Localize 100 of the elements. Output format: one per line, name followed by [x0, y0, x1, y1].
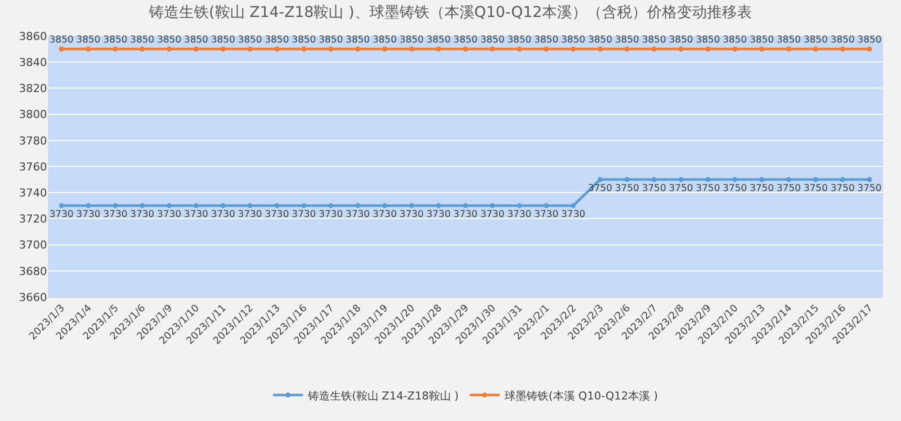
chart-title: 铸造生铁(鞍山 Z14-Z18鞍山 )、球墨铸铁（本溪Q10-Q12本溪）（含税）价格变动推移表	[148, 2, 752, 21]
point	[220, 203, 226, 208]
data-label: 3750	[642, 182, 666, 194]
data-label: 3850	[264, 34, 290, 46]
data-label: 3850	[534, 34, 558, 46]
point	[867, 177, 872, 182]
data-label: 3730	[480, 208, 505, 220]
point	[382, 203, 388, 208]
y-tick-label: 3840	[19, 56, 47, 69]
point	[220, 46, 226, 52]
y-tick-label: 3680	[19, 264, 47, 278]
point	[274, 46, 280, 52]
data-label: 3850	[830, 34, 855, 46]
point	[355, 46, 360, 52]
data-label: 3850	[130, 34, 154, 46]
point	[248, 203, 253, 208]
point	[678, 46, 684, 52]
point	[382, 46, 388, 52]
point	[652, 177, 657, 182]
point	[813, 177, 818, 182]
point	[58, 46, 64, 52]
data-label: 3730	[561, 208, 586, 220]
data-label: 3850	[615, 34, 640, 46]
point	[140, 46, 145, 52]
point	[759, 46, 764, 52]
data-label: 3730	[534, 208, 558, 220]
data-label: 3850	[857, 34, 882, 46]
data-label: 3730	[184, 208, 208, 220]
data-label: 3750	[750, 182, 774, 194]
data-label: 3850	[776, 34, 801, 46]
data-label: 3850	[750, 34, 774, 46]
point	[463, 46, 468, 52]
point	[463, 203, 468, 208]
point	[328, 203, 334, 208]
y-tick-label: 3820	[19, 82, 47, 96]
data-label: 3850	[507, 34, 532, 46]
data-label: 3750	[776, 182, 801, 194]
point	[86, 46, 91, 52]
point	[598, 46, 603, 52]
data-label: 3850	[561, 34, 586, 46]
point	[490, 46, 495, 52]
point	[301, 203, 306, 208]
data-label: 3850	[103, 34, 128, 46]
data-label: 3850	[696, 34, 720, 46]
point	[732, 46, 738, 52]
data-label: 3730	[507, 208, 532, 220]
data-label: 3850	[804, 34, 828, 46]
point	[194, 203, 199, 208]
data-label: 3850	[157, 34, 182, 46]
point	[355, 203, 360, 208]
data-label: 3730	[318, 208, 343, 220]
point	[86, 203, 91, 208]
data-label: 3750	[804, 182, 828, 194]
point	[544, 203, 549, 208]
data-label: 3850	[210, 34, 236, 46]
data-label: 3750	[615, 182, 640, 194]
data-label: 3850	[372, 34, 397, 46]
data-label: 3850	[426, 34, 451, 46]
point	[624, 177, 630, 182]
point	[140, 203, 145, 208]
legend-label: 球墨铸铁(本溪 Q10-Q12本溪 )	[504, 389, 658, 402]
data-label: 3850	[292, 34, 316, 46]
y-tick-label: 3700	[19, 238, 47, 252]
data-label: 3850	[238, 34, 262, 46]
data-label: 3750	[830, 182, 855, 194]
point	[112, 203, 118, 208]
point	[166, 203, 172, 208]
data-label: 3730	[372, 208, 397, 220]
data-label: 3750	[857, 182, 882, 194]
point	[759, 177, 764, 182]
data-label: 3730	[49, 208, 74, 220]
data-label: 3750	[668, 182, 694, 194]
y-tick-label: 3760	[19, 160, 47, 174]
point	[544, 46, 549, 52]
point	[516, 46, 522, 52]
data-label: 3730	[103, 208, 128, 220]
data-label: 3730	[157, 208, 182, 220]
data-label: 3730	[238, 208, 262, 220]
data-label: 3750	[696, 182, 720, 194]
point	[112, 46, 118, 52]
data-label: 3730	[400, 208, 424, 220]
y-tick-label: 3860	[19, 30, 47, 43]
point	[705, 177, 710, 182]
point	[301, 46, 306, 52]
data-label: 3750	[722, 182, 747, 194]
data-label: 3850	[722, 34, 747, 46]
point	[598, 177, 603, 182]
point	[786, 46, 792, 52]
data-label: 3850	[49, 34, 74, 46]
data-label: 3850	[453, 34, 478, 46]
point	[570, 46, 576, 52]
point	[409, 203, 414, 208]
y-tick-label: 3740	[19, 186, 47, 200]
data-label: 3730	[264, 208, 290, 220]
data-label: 3850	[668, 34, 694, 46]
data-label: 3730	[130, 208, 154, 220]
data-label: 3850	[184, 34, 208, 46]
data-label: 3850	[588, 34, 612, 46]
point	[58, 203, 64, 208]
point	[786, 177, 792, 182]
